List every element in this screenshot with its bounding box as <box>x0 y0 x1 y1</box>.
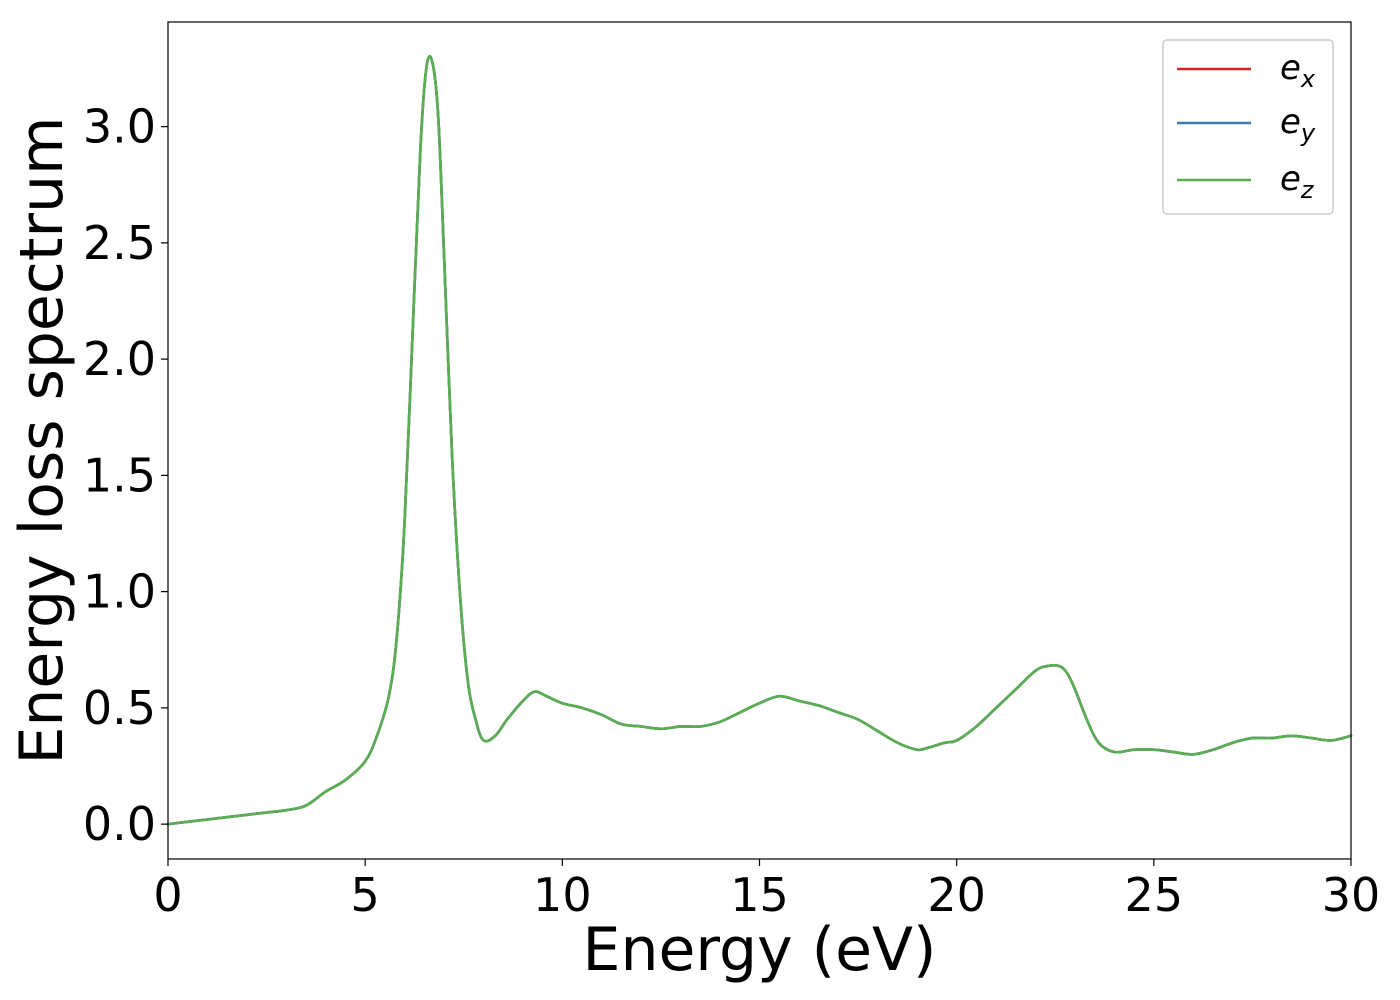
y-axis-label: Energy loss spectrum <box>7 116 77 764</box>
x-tick-label: 20 <box>927 868 986 922</box>
y-tick-label: 2.0 <box>83 332 156 386</box>
x-tick-label: 10 <box>533 868 592 922</box>
series-line-ez <box>166 55 1353 826</box>
y-tick-label: 1.5 <box>83 448 156 502</box>
legend-label-subscript: y <box>1300 119 1316 147</box>
x-tick-label: 30 <box>1322 868 1381 922</box>
y-tick-label: 3.0 <box>83 100 156 154</box>
legend-label-ex: ex <box>1280 48 1316 93</box>
x-tick-label: 15 <box>730 868 789 922</box>
legend-label-ez: ez <box>1280 159 1315 204</box>
y-tick-label: 2.5 <box>83 216 156 270</box>
series-layer <box>166 55 1353 826</box>
legend-label-subscript: z <box>1300 176 1315 204</box>
legend-label-subscript: x <box>1300 65 1316 93</box>
legend-box <box>1162 39 1334 215</box>
x-axis-label: Energy (eV) <box>583 915 937 985</box>
x-tick-label: 0 <box>153 868 182 922</box>
legend-label-base: e <box>1280 102 1301 142</box>
x-tick-label: 5 <box>351 868 380 922</box>
y-tick-label: 1.0 <box>83 565 156 619</box>
legend-label-base: e <box>1280 48 1301 88</box>
legend-label-base: e <box>1280 159 1301 199</box>
x-axis-ticks: 0 5 10 15 20 25 30 <box>153 859 1380 922</box>
y-tick-label: 0.0 <box>83 797 156 851</box>
y-axis-ticks: 0.0 0.5 1.0 1.5 2.0 2.5 3.0 <box>83 100 168 851</box>
x-tick-label: 25 <box>1125 868 1184 922</box>
legend-label-ey: ey <box>1280 102 1316 147</box>
y-tick-label: 0.5 <box>83 681 156 735</box>
